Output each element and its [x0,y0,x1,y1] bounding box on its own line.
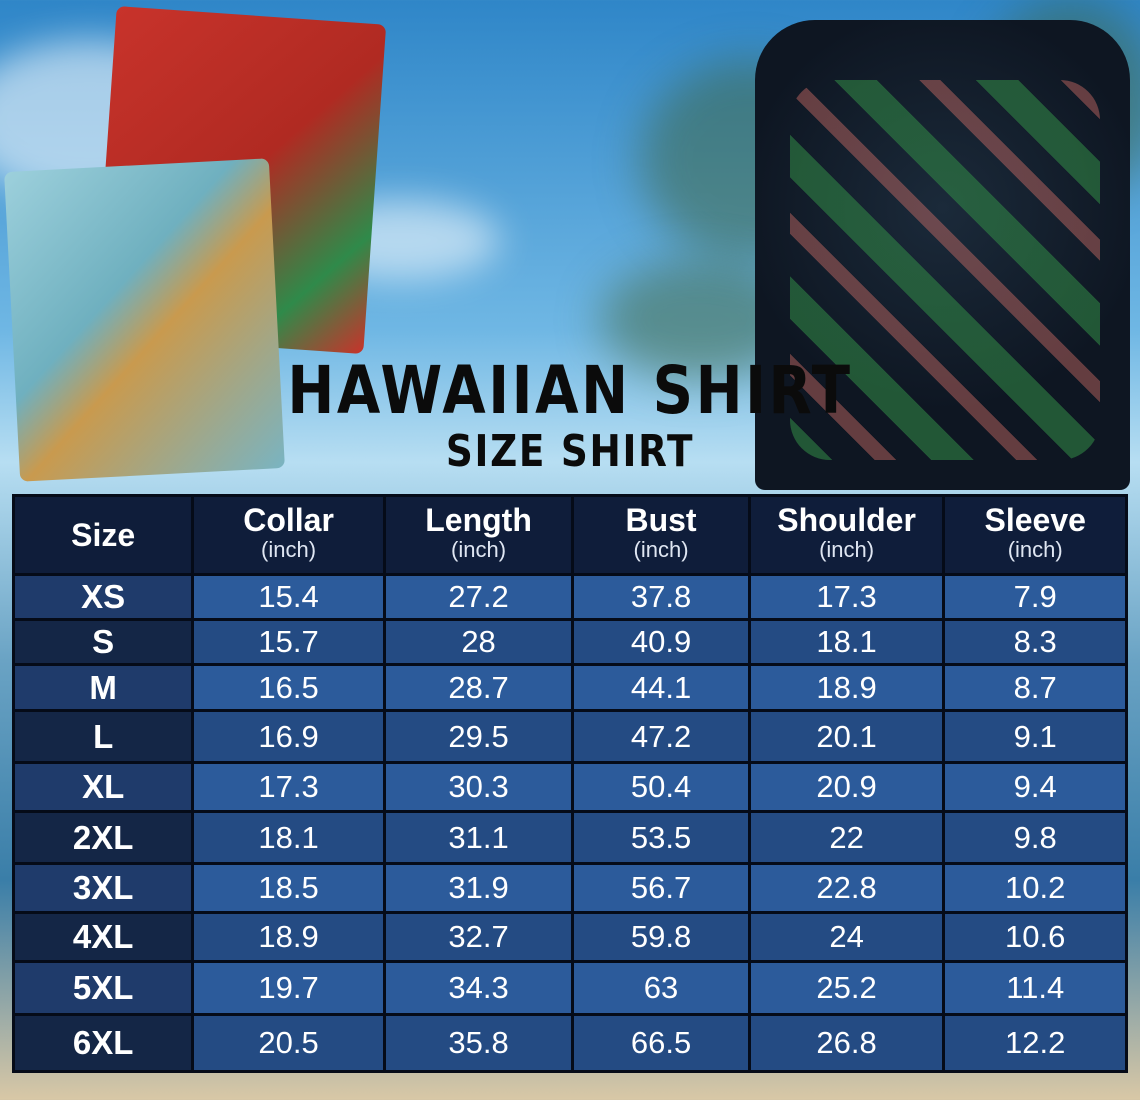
cell-bust: 56.7 [571,862,751,914]
cell-collar: 18.1 [191,810,386,865]
cell-collar: 18.5 [191,862,386,914]
cell-sleeve: 9.4 [942,761,1128,813]
cell-bust: 44.1 [571,663,751,712]
cell-bust: 59.8 [571,911,751,963]
cell-size: 4XL [11,911,195,963]
cell-shoulder: 24 [747,911,946,963]
cell-shoulder: 20.1 [747,709,946,764]
cell-bust: 53.5 [571,810,751,865]
cell-sleeve: 8.3 [942,618,1128,666]
cell-sleeve: 11.4 [942,960,1128,1016]
table-row: 3XL 18.5 31.9 56.7 22.8 10.2 [11,862,1128,914]
cell-bust: 37.8 [571,573,751,621]
table-row: L 16.9 29.5 47.2 20.1 9.1 [11,709,1128,764]
header-unit: (inch) [819,537,875,562]
header-shoulder: Shoulder (inch) [747,494,946,576]
page-title: HAWAIIAN SHIRT [287,352,853,429]
cell-shoulder: 20.9 [747,761,946,813]
table-row: XL 17.3 30.3 50.4 20.9 9.4 [11,761,1128,813]
cell-length: 27.2 [382,573,575,621]
cell-size: 6XL [11,1013,195,1073]
cell-collar: 15.4 [191,573,386,621]
cell-collar: 20.5 [191,1013,386,1073]
cell-collar: 18.9 [191,911,386,963]
header-label: Bust [625,502,697,538]
cell-size: L [11,709,195,764]
table-row: 6XL 20.5 35.8 66.5 26.8 12.2 [11,1013,1128,1073]
header-label: Shoulder [777,502,916,538]
cell-bust: 50.4 [571,761,751,813]
header-label: Sleeve [984,502,1086,538]
cell-shoulder: 25.2 [747,960,946,1016]
cell-sleeve: 10.6 [942,911,1128,963]
cell-length: 29.5 [382,709,575,764]
cell-size: M [11,663,195,712]
cell-shoulder: 26.8 [747,1013,946,1073]
cell-shoulder: 22 [747,810,946,865]
table-row: 4XL 18.9 32.7 59.8 24 10.6 [11,911,1128,963]
header-label: Size [71,517,136,553]
cell-collar: 16.9 [191,709,386,764]
header-label: Length [425,502,532,538]
cell-collar: 19.7 [191,960,386,1016]
cell-shoulder: 17.3 [747,573,946,621]
cell-collar: 15.7 [191,618,386,666]
size-chart-table: Size Collar (inch) Length (inch) Bust (inch… [11,494,1128,1073]
cell-length: 28.7 [382,663,575,712]
cell-length: 34.3 [382,960,575,1016]
header-unit: (inch) [261,537,317,562]
table-row: S 15.7 28 40.9 18.1 8.3 [11,618,1128,666]
header-label: Collar [243,502,334,538]
table-row: XS 15.4 27.2 37.8 17.3 7.9 [11,573,1128,621]
model-shirt-pattern [790,80,1100,460]
header-unit: (inch) [1007,537,1063,562]
header-unit: (inch) [451,537,507,562]
cell-length: 30.3 [382,761,575,813]
header-unit: (inch) [633,537,689,562]
cell-shoulder: 22.8 [747,862,946,914]
header-bust: Bust (inch) [571,494,751,576]
page-subtitle: SIZE SHIRT [445,426,695,477]
cell-sleeve: 9.1 [942,709,1128,764]
table-row: 5XL 19.7 34.3 63 25.2 11.4 [11,960,1128,1016]
cell-bust: 66.5 [571,1013,751,1073]
cell-length: 32.7 [382,911,575,963]
cell-bust: 63 [571,960,751,1016]
table-header-row: Size Collar (inch) Length (inch) Bust (inch… [11,494,1128,576]
cell-shoulder: 18.9 [747,663,946,712]
header-size: Size [11,494,195,576]
cell-size: XL [11,761,195,813]
cell-shoulder: 18.1 [747,618,946,666]
cell-bust: 40.9 [571,618,751,666]
cell-size: S [11,618,195,666]
cell-sleeve: 10.2 [942,862,1128,914]
cell-bust: 47.2 [571,709,751,764]
cell-length: 31.9 [382,862,575,914]
cell-sleeve: 7.9 [942,573,1128,621]
cell-length: 35.8 [382,1013,575,1073]
cell-sleeve: 12.2 [942,1013,1128,1073]
cell-size: 5XL [11,960,195,1016]
cell-collar: 16.5 [191,663,386,712]
cell-size: XS [11,573,195,621]
cell-sleeve: 9.8 [942,810,1128,865]
cell-size: 2XL [11,810,195,865]
cell-sleeve: 8.7 [942,663,1128,712]
cell-collar: 17.3 [191,761,386,813]
cell-length: 31.1 [382,810,575,865]
table-row: 2XL 18.1 31.1 53.5 22 9.8 [11,810,1128,865]
header-length: Length (inch) [382,494,575,576]
cell-size: 3XL [11,862,195,914]
table-row: M 16.5 28.7 44.1 18.9 8.7 [11,663,1128,712]
header-collar: Collar (inch) [191,494,386,576]
header-sleeve: Sleeve (inch) [942,494,1128,576]
cell-length: 28 [382,618,575,666]
